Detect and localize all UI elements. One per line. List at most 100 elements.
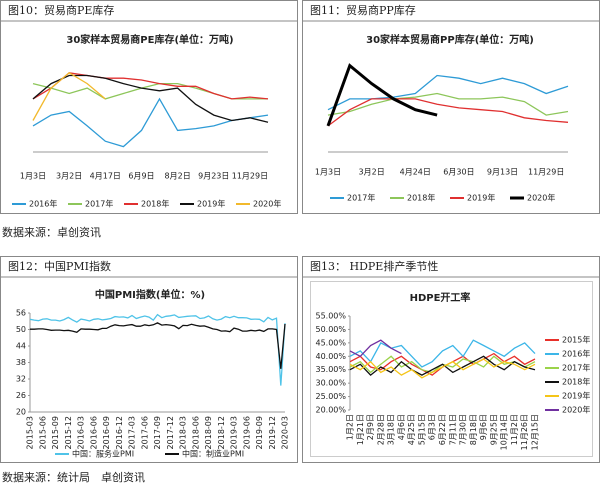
source-note: 数据来源：卓创资讯 <box>2 225 101 239</box>
x-tick-label: 2017-03 <box>128 416 137 449</box>
y-tick-label: 56 <box>16 309 26 318</box>
x-tick-label: 2015-09 <box>51 416 60 449</box>
series-line <box>349 355 536 376</box>
chart-title: 中国PMI指数(单位：%) <box>95 288 205 301</box>
y-tick-label: 35.00% <box>315 365 346 374</box>
x-tick-label: 11月29日 <box>528 168 564 177</box>
x-tick-label: 7月11日 <box>448 414 457 445</box>
legend-label: 2019年 <box>197 199 225 209</box>
x-tick-label: 2015-12 <box>64 416 73 449</box>
x-tick-label: 11月2日 <box>510 414 519 445</box>
x-tick-label: 2月9日 <box>366 414 375 440</box>
x-tick-label: 11月26日 <box>520 414 529 450</box>
legend-label: 2019年 <box>562 391 590 401</box>
legend-label: 2020年 <box>527 193 555 203</box>
x-tick-label: 2018-03 <box>179 416 188 449</box>
x-tick-label: 9月25日 <box>489 414 498 445</box>
series-line <box>30 322 286 369</box>
caption: 图13： HDPE排产季节性 <box>310 259 438 273</box>
legend-label: 2016年 <box>562 349 590 359</box>
x-tick-label: 2016-09 <box>102 416 111 449</box>
series-line <box>32 82 268 100</box>
x-tick-label: 2019-06 <box>242 416 251 449</box>
x-tick-label: 2018-09 <box>204 416 213 449</box>
caption: 图12：中国PMI指数 <box>8 259 111 273</box>
series-line <box>327 74 569 111</box>
y-tick-label: 26 <box>16 391 26 400</box>
series-line <box>29 313 286 386</box>
legend-label: 2018年 <box>407 193 435 203</box>
series-line <box>349 339 536 368</box>
x-tick-label: 2017-06 <box>140 416 149 449</box>
x-tick-label: 9月13日 <box>487 168 518 177</box>
x-tick-label: 2018-12 <box>217 416 226 449</box>
x-tick-label: 2016-06 <box>89 416 98 449</box>
x-tick-label: 2017-09 <box>153 416 162 449</box>
y-tick-label: 50.00% <box>315 325 346 334</box>
x-tick-label: 2015-06 <box>38 416 47 449</box>
x-tick-label: 3月2日 <box>359 168 385 177</box>
legend-label: 2017年 <box>562 363 590 373</box>
x-tick-label: 2020-03 <box>281 416 290 449</box>
series-line <box>327 98 569 127</box>
y-tick-label: 44 <box>16 342 26 351</box>
y-tick-label: 45.00% <box>315 338 346 347</box>
x-tick-label: 6月30日 <box>443 168 474 177</box>
y-tick-label: 25.00% <box>315 392 346 401</box>
series-line <box>326 63 438 127</box>
x-tick-label: 1月3日 <box>315 168 341 177</box>
panel <box>0 0 298 214</box>
legend-label: 2019年 <box>467 193 495 203</box>
series-line <box>32 74 269 123</box>
caption: 图11：贸易商PP库存 <box>310 3 416 17</box>
x-tick-label: 11月29日 <box>232 172 268 181</box>
x-tick-label: 1月3日 <box>20 172 46 181</box>
y-tick-label: 50 <box>16 325 26 334</box>
y-tick-label: 55.00% <box>315 312 346 321</box>
legend-label: 中国：制造业PMI <box>182 449 244 459</box>
x-tick-label: 10月14日 <box>500 414 509 450</box>
y-tick-label: 40.00% <box>315 352 346 361</box>
x-tick-label: 2016-03 <box>77 416 86 449</box>
x-tick-label: 6月22日 <box>438 414 447 445</box>
x-tick-label: 7月30日 <box>459 414 468 445</box>
legend-label: 2015年 <box>562 335 590 345</box>
caption: 图10：贸易商PE库存 <box>8 3 114 17</box>
series-line <box>32 72 106 121</box>
legend-label: 2016年 <box>29 199 57 209</box>
series-line <box>349 358 536 379</box>
x-tick-label: 8月18日 <box>469 414 478 445</box>
legend-label: 2017年 <box>85 199 113 209</box>
y-tick-label: 20 <box>16 408 26 417</box>
legend-label: 中国：服务业PMI <box>72 449 134 459</box>
x-tick-label: 9月6日 <box>479 414 488 440</box>
series-line <box>32 72 269 100</box>
legend-label: 2018年 <box>141 199 169 209</box>
panel <box>0 256 298 463</box>
legend-label: 2020年 <box>562 405 590 415</box>
legend-label: 2018年 <box>562 377 590 387</box>
x-tick-label: 2月28日 <box>376 414 385 445</box>
x-tick-label: 2019-12 <box>268 416 277 449</box>
x-tick-label: 9月23日 <box>198 172 229 181</box>
legend-label: 2020年 <box>253 199 281 209</box>
x-tick-label: 3月18日 <box>387 414 396 445</box>
legend-label: 2017年 <box>347 193 375 203</box>
x-tick-label: 5月15日 <box>417 414 426 445</box>
x-tick-label: 4月24日 <box>400 168 431 177</box>
y-tick-label: 20.00% <box>315 406 346 415</box>
x-tick-label: 2018-06 <box>191 416 200 449</box>
series-line <box>32 97 269 148</box>
x-tick-label: 12月15日 <box>531 414 540 450</box>
x-tick-label: 6月3日 <box>428 414 437 440</box>
x-tick-label: 2019-09 <box>255 416 264 449</box>
y-tick-label: 30.00% <box>315 379 346 388</box>
chart-title: 30家样本贸易商PP库存(单位：万吨) <box>366 33 534 46</box>
x-tick-label: 3月2日 <box>56 172 82 181</box>
y-tick-label: 38 <box>16 358 26 367</box>
x-tick-label: 8月2日 <box>165 172 191 181</box>
series-line <box>349 339 402 358</box>
x-tick-label: 4月6日 <box>397 414 406 440</box>
